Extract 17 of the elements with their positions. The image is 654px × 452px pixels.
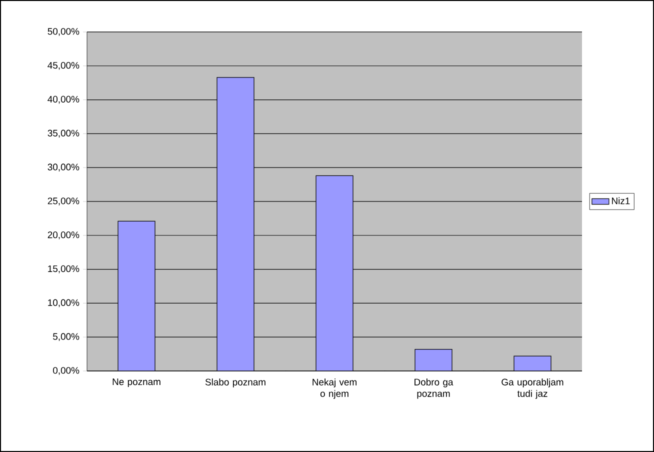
y-tick-label: 40,00% (48, 96, 80, 104)
x-tick-label: Ne poznam (112, 378, 160, 387)
y-tick-label: 10,00% (48, 299, 80, 308)
x-tick-label: Ga uporabljam tudi jaz (502, 378, 564, 399)
y-tick-label: 35,00% (48, 130, 80, 138)
y-tick-label: 0,00% (53, 367, 80, 375)
y-tick-label: 20,00% (48, 231, 80, 240)
y-tick-label: 45,00% (48, 62, 80, 70)
x-tick-label: Nekaj vem o njem (312, 378, 356, 399)
x-tick-label: Slabo poznam (205, 378, 266, 388)
legend-label: Niz1 (612, 197, 630, 204)
y-tick-label: 5,00% (53, 333, 80, 342)
y-tick-label: 25,00% (48, 198, 80, 206)
y-tick-label: 50,00% (48, 28, 80, 36)
x-tick-label: Dobro ga poznam (414, 378, 454, 399)
y-tick-label: 15,00% (48, 265, 80, 274)
y-tick-label: 30,00% (48, 164, 80, 172)
